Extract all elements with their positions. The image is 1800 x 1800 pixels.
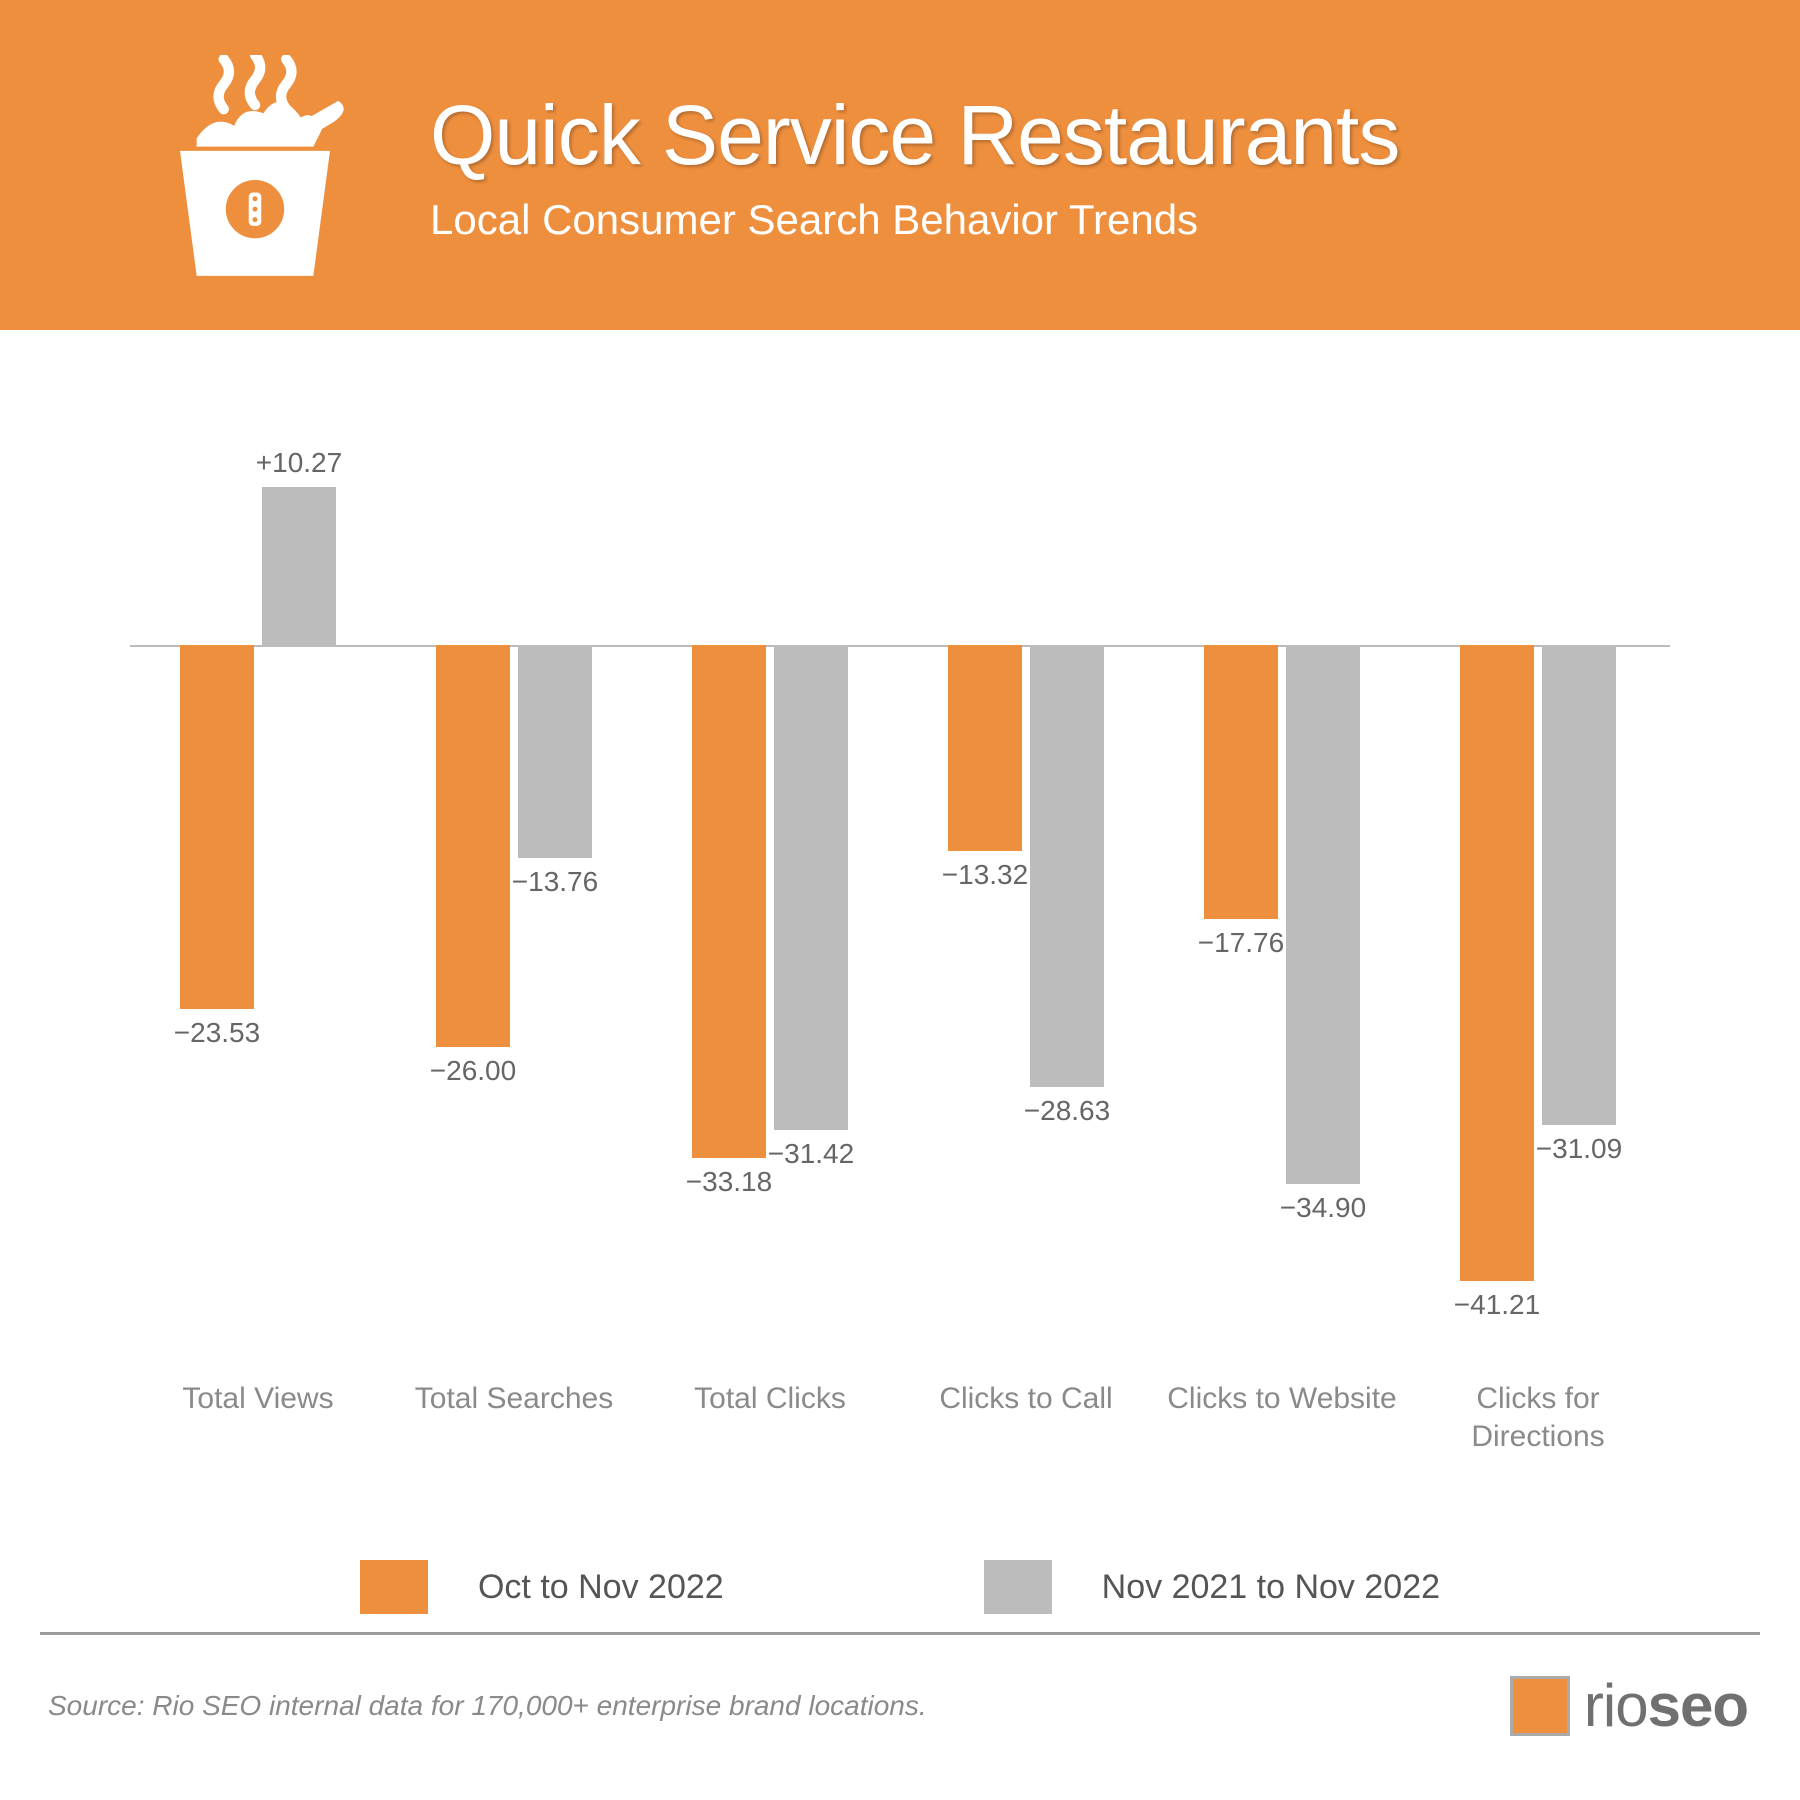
bar-group: −41.21 −31.09 (1410, 460, 1666, 1340)
category-labels-row: Total ViewsTotal SearchesTotal ClicksCli… (130, 1380, 1670, 1480)
legend-label-0: Oct to Nov 2022 (478, 1568, 724, 1607)
chart-bar (1030, 645, 1104, 1087)
header-titles: Quick Service Restaurants Local Consumer… (430, 87, 1740, 244)
bar-value-label: −17.76 (1179, 927, 1303, 959)
page-subtitle: Local Consumer Search Behavior Trends (430, 196, 1740, 244)
footer: Source: Rio SEO internal data for 170,00… (40, 1632, 1760, 1740)
category-label: Clicks to Website (1154, 1380, 1410, 1418)
page-title: Quick Service Restaurants (430, 87, 1740, 184)
bar-value-label: −26.00 (411, 1055, 535, 1087)
source-citation: Source: Rio SEO internal data for 170,00… (40, 1690, 927, 1722)
bar-value-label: −28.63 (1005, 1095, 1129, 1127)
legend-swatch-1 (984, 1560, 1052, 1614)
chart-bar (692, 645, 766, 1157)
legend-swatch-0 (360, 1560, 428, 1614)
chart-bar (262, 487, 336, 646)
bar-value-label: −31.09 (1517, 1133, 1641, 1165)
bar-value-label: −41.21 (1435, 1289, 1559, 1321)
bar-value-label: −31.42 (749, 1138, 873, 1170)
legend-label-1: Nov 2021 to Nov 2022 (1102, 1568, 1440, 1607)
chart-bar (1460, 645, 1534, 1281)
bar-value-label: −13.76 (493, 866, 617, 898)
chart-bar (774, 645, 848, 1130)
chart-bar (436, 645, 510, 1046)
bar-group: −26.00 −13.76 (386, 460, 642, 1340)
legend-item-1: Nov 2021 to Nov 2022 (984, 1560, 1440, 1614)
bar-value-label: −34.90 (1261, 1192, 1385, 1224)
category-label: Clicks to Call (898, 1380, 1154, 1418)
rioseo-logo: rioseo (1510, 1671, 1760, 1740)
chart-bar (1286, 645, 1360, 1184)
chart-bar (180, 645, 254, 1008)
category-label: Total Clicks (642, 1380, 898, 1418)
bar-group: −23.53+10.27 (130, 460, 386, 1340)
bar-group: −13.32 −28.63 (898, 460, 1154, 1340)
bar-group: −17.76 −34.90 (1154, 460, 1410, 1340)
header-banner: Quick Service Restaurants Local Consumer… (0, 0, 1800, 330)
category-label: Clicks forDirections (1410, 1380, 1666, 1455)
chart-bar (1204, 645, 1278, 919)
legend-item-0: Oct to Nov 2022 (360, 1560, 724, 1614)
bar-value-label: −23.53 (155, 1017, 279, 1049)
category-label: Total Searches (386, 1380, 642, 1418)
takeout-box-icon (150, 75, 360, 285)
bar-chart: −23.53+10.27−26.00−13.76−33.18−31.42−13.… (130, 460, 1670, 1340)
bar-value-label: −13.32 (923, 859, 1047, 891)
logo-square-icon (1510, 1676, 1570, 1736)
chart-bar (1542, 645, 1616, 1125)
category-label: Total Views (130, 1380, 386, 1418)
bar-value-label: +10.27 (237, 447, 361, 479)
logo-text: rioseo (1584, 1671, 1748, 1740)
chart-bar (518, 645, 592, 857)
bar-group: −33.18−31.42 (642, 460, 898, 1340)
chart-bar (948, 645, 1022, 851)
chart-legend: Oct to Nov 2022 Nov 2021 to Nov 2022 (130, 1560, 1670, 1614)
